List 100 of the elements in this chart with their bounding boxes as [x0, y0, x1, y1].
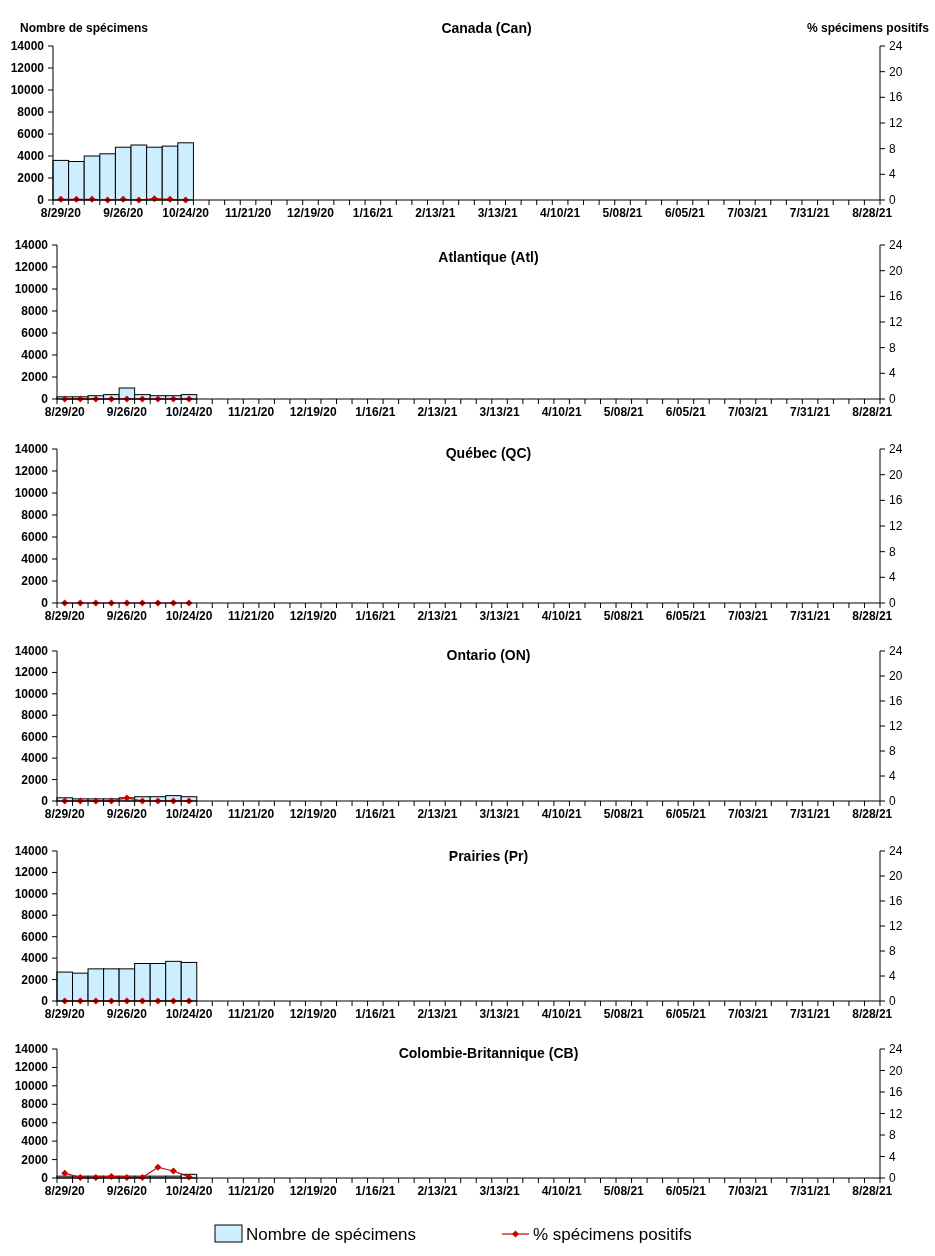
x-tick-label: 5/08/21	[603, 1184, 645, 1198]
x-tick-label: 6/05/21	[665, 405, 707, 419]
y2-tick-label: 8	[889, 544, 896, 559]
y2-tick-label: 0	[889, 1171, 896, 1185]
x-tick-label: 7/31/21	[790, 1007, 831, 1021]
y-tick-label: 12000	[14, 464, 49, 478]
x-tick-label: 2/13/21	[417, 405, 458, 419]
y2-tick-label: 20	[889, 263, 903, 278]
x-tick-label: 12/19/20	[289, 609, 337, 623]
y2-tick-label: 8	[889, 1128, 896, 1142]
x-tick-label: 7/03/21	[727, 405, 769, 419]
y2-tick-label: 24	[889, 39, 903, 53]
y2-tick-label: 12	[889, 719, 903, 733]
y2-tick-label: 16	[889, 90, 903, 105]
y-tick-label: 8000	[21, 908, 49, 923]
x-tick-label: 7/31/21	[789, 206, 831, 220]
x-tick-label: 11/21/20	[228, 1184, 275, 1198]
x-tick-label: 1/16/21	[355, 405, 396, 419]
y2-tick-label: 8	[889, 744, 896, 758]
x-tick-label: 10/24/20	[162, 206, 210, 220]
y-tick-label: 10000	[14, 686, 49, 701]
x-tick-label: 6/05/21	[664, 206, 706, 220]
x-tick-label: 4/10/21	[541, 405, 583, 419]
x-tick-label: 8/28/21	[852, 1007, 893, 1021]
x-tick-label: 1/16/21	[355, 1007, 396, 1021]
y-tick-label: 6000	[21, 326, 49, 340]
y-tick-label: 6000	[21, 1115, 49, 1130]
x-tick-label: 12/19/20	[289, 405, 337, 419]
chart-title: Ontario (ON)	[446, 647, 531, 663]
chart-title: Colombie-Britannique (CB)	[398, 1045, 579, 1061]
x-tick-label: 8/28/21	[852, 609, 893, 623]
legend-label: Nombre de spécimens	[246, 1225, 417, 1244]
y-tick-label: 14000	[14, 844, 49, 858]
y2-tick-label: 4	[889, 1149, 896, 1164]
x-tick-label: 3/13/21	[479, 1184, 520, 1198]
x-tick-label: 12/19/20	[289, 1007, 337, 1021]
y-tick-label: 14000	[14, 442, 49, 456]
y-tick-label: 0	[41, 392, 49, 406]
y-tick-label: 12000	[14, 865, 49, 880]
x-tick-label: 3/13/21	[479, 1007, 520, 1021]
x-tick-label: 10/24/20	[165, 609, 213, 623]
x-tick-label: 2/13/21	[415, 206, 456, 220]
y-tick-label: 0	[41, 596, 49, 610]
y-axis-title: Nombre de spécimens	[20, 21, 149, 35]
x-tick-label: 7/31/21	[790, 807, 831, 821]
x-tick-label: 9/26/20	[106, 1184, 148, 1198]
x-tick-label: 11/21/20	[225, 206, 272, 220]
y-tick-label: 8000	[21, 1097, 49, 1112]
y2-tick-label: 24	[889, 644, 903, 658]
y2-tick-label: 20	[889, 467, 903, 482]
y2-tick-label: 4	[889, 366, 896, 381]
y-tick-label: 14000	[14, 1042, 49, 1056]
y-tick-label: 4000	[21, 751, 49, 766]
chart-title: Prairies (Pr)	[448, 848, 529, 864]
y2-tick-label: 4	[889, 570, 896, 585]
y2-tick-label: 0	[889, 596, 896, 610]
x-tick-label: 10/24/20	[165, 807, 213, 821]
x-tick-label: 10/24/20	[165, 1007, 213, 1021]
x-tick-label: 12/19/20	[287, 206, 335, 220]
x-tick-label: 9/26/20	[103, 206, 144, 220]
y-tick-label: 8000	[21, 304, 49, 318]
y2-tick-label: 12	[889, 519, 903, 533]
y-tick-label: 12000	[14, 665, 49, 680]
y-tick-label: 4000	[17, 149, 45, 163]
x-tick-label: 11/21/20	[228, 609, 275, 623]
x-tick-label: 7/03/21	[727, 609, 769, 623]
x-tick-label: 1/16/21	[355, 609, 396, 623]
y-tick-label: 2000	[21, 772, 49, 787]
x-tick-label: 7/31/21	[790, 1184, 831, 1198]
y2-tick-label: 8	[889, 944, 896, 958]
y-tick-label: 0	[41, 1171, 49, 1185]
chart-title: Canada (Can)	[441, 20, 532, 36]
y2-tick-label: 0	[889, 994, 896, 1008]
x-tick-label: 8/28/21	[852, 807, 893, 821]
x-tick-label: 6/05/21	[665, 1184, 707, 1198]
x-tick-label: 7/31/21	[790, 405, 831, 419]
chart-title: Atlantique (Atl)	[438, 249, 539, 265]
y2-tick-label: 12	[889, 919, 903, 933]
y-tick-label: 0	[41, 794, 49, 808]
y2-tick-label: 8	[889, 340, 896, 355]
x-tick-label: 2/13/21	[417, 1184, 458, 1198]
y2-tick-label: 0	[889, 193, 896, 207]
y2-tick-label: 0	[889, 794, 896, 808]
y-tick-label: 8000	[17, 105, 45, 119]
y-tick-label: 4000	[21, 951, 49, 966]
y2-tick-label: 16	[889, 289, 903, 304]
y-tick-label: 14000	[10, 39, 45, 53]
x-tick-label: 11/21/20	[228, 405, 275, 419]
x-tick-label: 2/13/21	[417, 1007, 458, 1021]
y-tick-label: 8000	[21, 708, 49, 723]
y2-tick-label: 4	[889, 769, 896, 783]
x-tick-label: 8/28/21	[852, 206, 893, 220]
y2-tick-label: 0	[889, 392, 896, 406]
x-tick-label: 1/16/21	[355, 807, 396, 821]
y-tick-label: 4000	[21, 552, 49, 566]
x-tick-label: 4/10/21	[541, 1184, 583, 1198]
y-tick-label: 0	[37, 193, 45, 207]
x-tick-label: 5/08/21	[603, 807, 645, 821]
y2-tick-label: 20	[889, 1063, 903, 1078]
x-tick-label: 4/10/21	[541, 609, 583, 623]
